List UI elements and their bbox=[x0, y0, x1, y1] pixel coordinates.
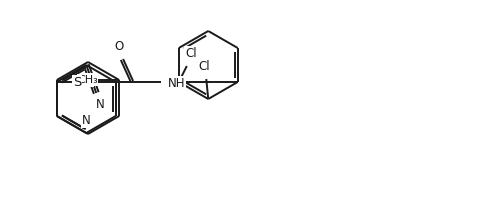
Text: O: O bbox=[85, 73, 94, 87]
Text: CH₃: CH₃ bbox=[77, 75, 98, 85]
Text: Cl: Cl bbox=[199, 60, 210, 73]
Text: S: S bbox=[72, 75, 81, 89]
Text: N: N bbox=[96, 98, 105, 111]
Text: NH: NH bbox=[168, 77, 185, 90]
Text: Cl: Cl bbox=[185, 47, 197, 60]
Text: N: N bbox=[82, 114, 91, 127]
Text: O: O bbox=[114, 40, 123, 53]
